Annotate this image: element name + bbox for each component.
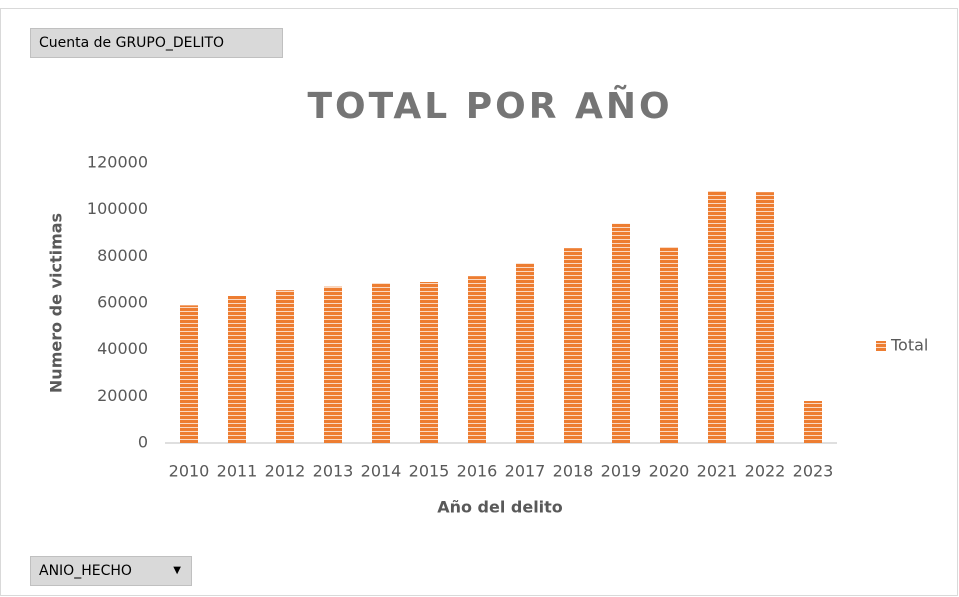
x-tick-label: 2012	[265, 462, 306, 481]
legend-swatch	[876, 341, 886, 351]
bar	[804, 401, 822, 443]
x-tick-label: 2018	[553, 462, 594, 481]
bar	[420, 282, 438, 443]
y-tick-label: 20000	[97, 386, 148, 405]
x-axis-title: Año del delito	[437, 498, 563, 517]
bar	[756, 192, 774, 443]
value-field-button[interactable]: Cuenta de GRUPO_DELITO	[30, 28, 283, 58]
axis-field-button[interactable]: ANIO_HECHO ▼	[30, 556, 192, 586]
y-tick-label: 120000	[87, 153, 148, 172]
bar	[468, 276, 486, 443]
y-tick-label: 40000	[97, 339, 148, 358]
x-tick-label: 2019	[601, 462, 642, 481]
bar	[324, 286, 342, 443]
x-tick-label: 2016	[457, 462, 498, 481]
bar	[564, 248, 582, 443]
dropdown-arrow[interactable]: ▼	[173, 565, 181, 576]
x-tick-label: 2023	[793, 462, 834, 481]
x-tick-label: 2010	[169, 462, 210, 481]
y-tick-label: 60000	[97, 293, 148, 312]
y-axis-title: Numero de victimas	[47, 213, 66, 393]
bar	[228, 296, 246, 443]
x-tick-label: 2020	[649, 462, 690, 481]
y-tick-label: 80000	[97, 246, 148, 265]
y-tick-label: 100000	[87, 199, 148, 218]
axis-field-label: ANIO_HECHO	[39, 563, 132, 579]
x-tick-label: 2022	[745, 462, 786, 481]
bar	[612, 223, 630, 443]
bar	[660, 247, 678, 443]
bar	[708, 191, 726, 443]
x-tick-label: 2011	[217, 462, 258, 481]
x-tick-label: 2014	[361, 462, 402, 481]
chart-border	[0, 8, 958, 596]
x-tick-label: 2015	[409, 462, 450, 481]
y-tick-label: 0	[138, 433, 148, 452]
x-tick-label: 2021	[697, 462, 738, 481]
bar	[180, 305, 198, 443]
bar	[276, 290, 294, 443]
x-tick-label: 2013	[313, 462, 354, 481]
legend-label: Total	[890, 336, 928, 355]
chart-title: TOTAL POR AÑO	[307, 85, 672, 127]
bar	[372, 283, 390, 443]
x-tick-label: 2017	[505, 462, 546, 481]
bar	[516, 263, 534, 443]
